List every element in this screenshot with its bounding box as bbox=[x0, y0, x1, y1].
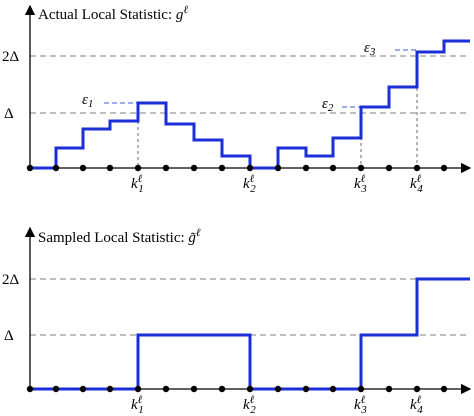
step-curve bbox=[30, 277, 470, 391]
epsilon-guides bbox=[104, 49, 417, 108]
k-label: kℓ 3 bbox=[354, 394, 367, 416]
k-label: kℓ 1 bbox=[131, 173, 144, 195]
sample-dot bbox=[440, 385, 448, 393]
k-label: kℓ 4 bbox=[410, 173, 423, 195]
y-label: Δ bbox=[4, 328, 14, 344]
step-curve bbox=[30, 39, 470, 170]
sample-dot bbox=[357, 164, 365, 172]
sample-dot bbox=[134, 164, 142, 172]
panel-title: Sampled Local Statistic: g̃ℓ bbox=[38, 227, 201, 246]
sample-dot bbox=[190, 164, 198, 172]
sample-dot bbox=[274, 385, 282, 393]
sample-dot bbox=[440, 164, 448, 172]
epsilon-label: ε2 bbox=[322, 96, 334, 114]
sample-dot bbox=[26, 385, 34, 393]
sample-dots bbox=[26, 164, 448, 172]
sample-dot bbox=[218, 385, 226, 393]
sample-dot bbox=[162, 385, 170, 393]
sample-dot bbox=[329, 164, 337, 172]
sample-dot bbox=[385, 385, 393, 393]
y-label: 2Δ bbox=[2, 49, 20, 65]
k-label: kℓ 2 bbox=[243, 394, 256, 416]
y-label: Δ bbox=[4, 106, 14, 122]
sample-dot bbox=[302, 164, 310, 172]
top-panel: Actual Local Statistic: gℓ 2Δ Δ ε1 ε2 ε3… bbox=[2, 4, 472, 195]
sample-dot bbox=[26, 164, 34, 172]
sample-dot bbox=[329, 385, 337, 393]
sample-dot bbox=[79, 164, 87, 172]
y-label: 2Δ bbox=[2, 272, 20, 288]
bottom-panel: Sampled Local Statistic: g̃ℓ 2Δ Δ kℓ 1 kℓ 2… bbox=[2, 226, 472, 416]
sample-dot bbox=[357, 385, 365, 393]
epsilon-label: ε1 bbox=[82, 92, 93, 110]
sample-dot bbox=[79, 385, 87, 393]
sample-dot bbox=[246, 164, 254, 172]
sample-dot bbox=[246, 385, 254, 393]
k-label: kℓ 4 bbox=[410, 394, 423, 416]
sample-dot bbox=[274, 164, 282, 172]
sample-dot bbox=[134, 385, 142, 393]
epsilon-label: ε3 bbox=[364, 40, 376, 58]
sample-dot bbox=[413, 385, 421, 393]
sample-dot bbox=[106, 385, 114, 393]
sample-dot bbox=[190, 385, 198, 393]
k-label: kℓ 2 bbox=[243, 173, 256, 195]
k-label: kℓ 3 bbox=[354, 173, 367, 195]
k-label: kℓ 1 bbox=[131, 394, 144, 416]
sample-dots bbox=[26, 385, 448, 393]
sample-dot bbox=[218, 164, 226, 172]
sample-dot bbox=[162, 164, 170, 172]
sample-dot bbox=[52, 385, 60, 393]
sample-dot bbox=[302, 385, 310, 393]
sample-dot bbox=[106, 164, 114, 172]
sample-dot bbox=[52, 164, 60, 172]
panel-title: Actual Local Statistic: gℓ bbox=[38, 4, 188, 23]
sample-dot bbox=[413, 164, 421, 172]
sample-dot bbox=[385, 164, 393, 172]
